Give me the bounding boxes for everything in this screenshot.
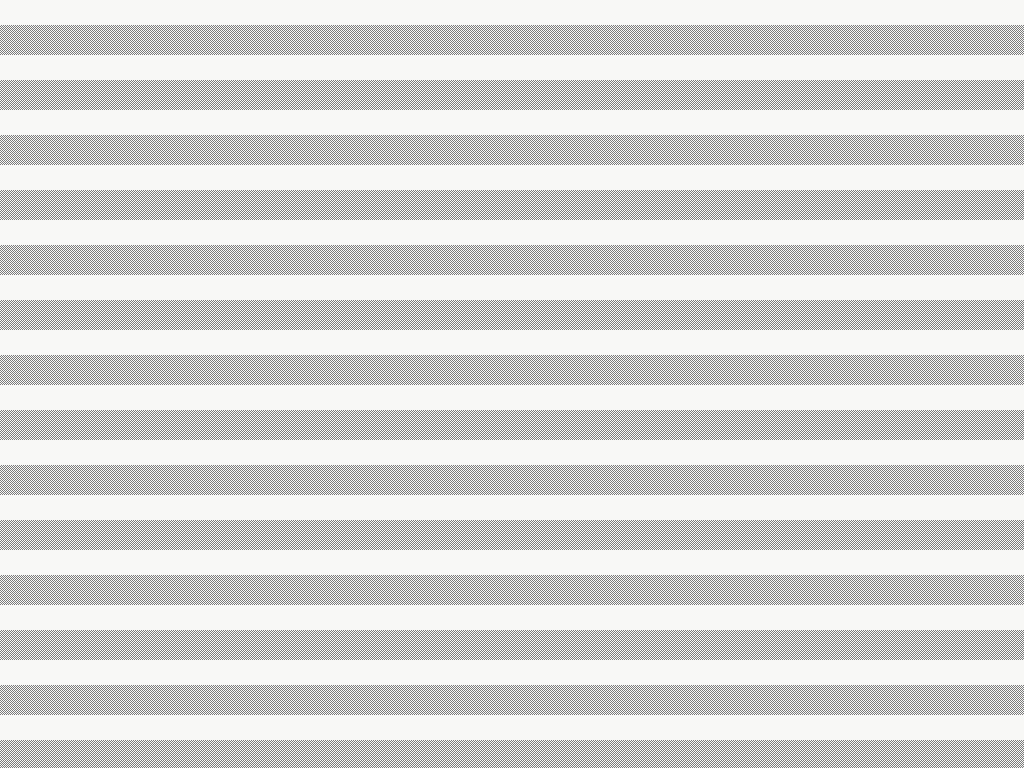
stripe — [0, 80, 1024, 110]
stripe — [0, 245, 1024, 275]
stripe — [0, 190, 1024, 220]
stripe — [0, 135, 1024, 165]
stripe — [0, 465, 1024, 495]
stripe — [0, 630, 1024, 660]
stripe — [0, 520, 1024, 550]
stripe — [0, 355, 1024, 385]
stripe — [0, 25, 1024, 55]
stripe — [0, 740, 1024, 768]
stripe — [0, 410, 1024, 440]
stripe — [0, 300, 1024, 330]
stripe — [0, 685, 1024, 715]
stripe — [0, 575, 1024, 605]
